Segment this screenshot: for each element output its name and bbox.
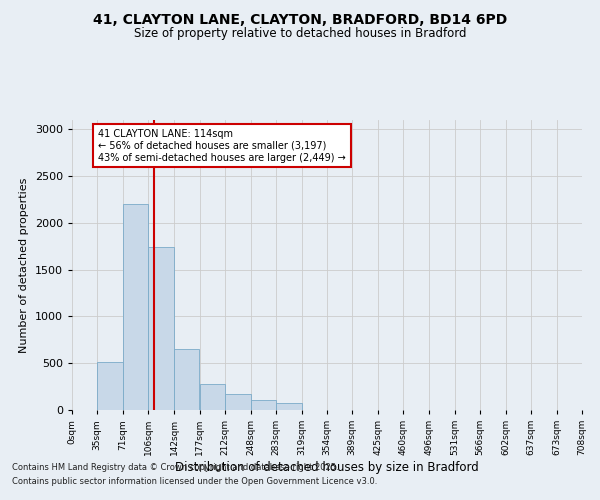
Bar bbox=[251, 400, 276, 410]
Text: Contains public sector information licensed under the Open Government Licence v3: Contains public sector information licen… bbox=[12, 477, 377, 486]
Text: Contains HM Land Registry data © Crown copyright and database right 2025.: Contains HM Land Registry data © Crown c… bbox=[12, 464, 338, 472]
Bar bbox=[199, 384, 225, 410]
Bar bbox=[97, 362, 123, 410]
Text: Size of property relative to detached houses in Bradford: Size of property relative to detached ho… bbox=[134, 28, 466, 40]
Y-axis label: Number of detached properties: Number of detached properties bbox=[19, 178, 29, 352]
X-axis label: Distribution of detached houses by size in Bradford: Distribution of detached houses by size … bbox=[175, 461, 479, 474]
Bar bbox=[174, 349, 199, 410]
Bar bbox=[276, 404, 302, 410]
Text: 41 CLAYTON LANE: 114sqm
← 56% of detached houses are smaller (3,197)
43% of semi: 41 CLAYTON LANE: 114sqm ← 56% of detache… bbox=[98, 130, 346, 162]
Bar bbox=[148, 247, 174, 410]
Text: 41, CLAYTON LANE, CLAYTON, BRADFORD, BD14 6PD: 41, CLAYTON LANE, CLAYTON, BRADFORD, BD1… bbox=[93, 12, 507, 26]
Bar bbox=[225, 394, 251, 410]
Bar bbox=[123, 204, 148, 410]
